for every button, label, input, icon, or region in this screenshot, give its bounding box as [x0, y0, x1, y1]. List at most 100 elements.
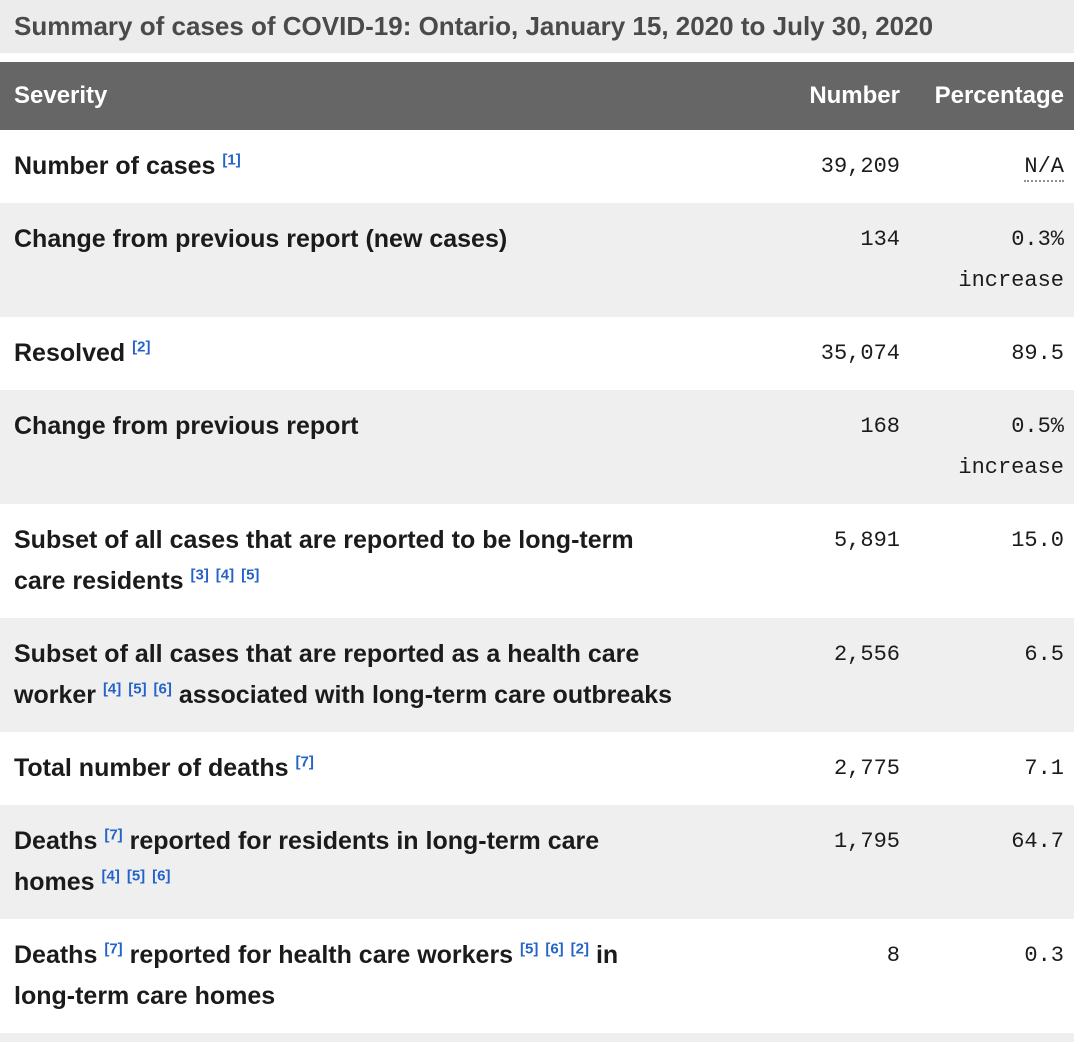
column-header-severity: Severity: [0, 62, 690, 130]
number-value: 1,795: [833, 829, 900, 854]
label-text: Resolved: [14, 339, 126, 367]
percentage-line: 0.3: [1024, 943, 1064, 968]
footnote-ref: [4]: [103, 681, 121, 698]
footnote-ref: [5]: [127, 868, 145, 885]
percentage-line: 89.5: [1011, 341, 1064, 366]
label-text: Subset of all cases that are reported as…: [14, 640, 640, 709]
summary-table-body: Number of cases [1] 39,209 N/A Change from …: [0, 130, 1074, 1033]
footnote-ref-link[interactable]: [5]: [126, 867, 146, 885]
footnote-ref-link[interactable]: [7]: [295, 753, 314, 771]
footnote-ref: [6]: [152, 868, 170, 885]
percentage-line: 7.1: [1024, 756, 1064, 781]
severity-label-cell: Deaths [7] reported for health care work…: [0, 919, 690, 1033]
footnote-ref-link[interactable]: [7]: [104, 940, 123, 958]
footnote-ref: [2]: [571, 941, 589, 958]
percentage-value: 6.5: [900, 618, 1074, 732]
label-text: Deaths: [14, 827, 98, 855]
table-header-row: Severity Number Percentage: [0, 62, 1074, 130]
label-text: Change from previous report: [14, 412, 359, 440]
severity-label-cell: Total number of deaths [7]: [0, 732, 690, 805]
percentage-line: 6.5: [1024, 642, 1064, 667]
footnote-ref: [6]: [154, 681, 172, 698]
label-text: in long-term care homes: [14, 941, 619, 1010]
footnote-ref: [7]: [296, 754, 314, 771]
label-text: Subset of all cases that are reported to…: [14, 526, 634, 595]
footnote-ref-link[interactable]: [4]: [102, 680, 122, 698]
footnote-ref: [7]: [104, 941, 122, 958]
footnote-ref-link[interactable]: [6]: [545, 940, 564, 958]
percentage-value: 89.5: [900, 317, 1074, 390]
table-row: Change from previous report (new cases) 1…: [0, 203, 1074, 317]
percentage-value: 0.5% increase: [900, 390, 1074, 504]
footnote-ref-link[interactable]: [6]: [152, 867, 171, 885]
footnote-ref-link[interactable]: [4]: [215, 566, 235, 584]
footnote-ref: [1]: [222, 152, 240, 169]
footnote-ref: [5]: [241, 567, 259, 584]
severity-label-cell: Number of cases [1]: [0, 130, 690, 203]
severity-label-cell: Deaths [7] reported for residents in lon…: [0, 805, 690, 919]
footnote-ref-link[interactable]: [3]: [190, 566, 209, 584]
severity-label-cell: Change from previous report: [0, 390, 690, 504]
percentage-value: 64.7: [900, 805, 1074, 919]
percentage-value: 0.3: [900, 919, 1074, 1033]
footnote-ref: [4]: [216, 567, 234, 584]
severity-label-cell: Change from previous report (new cases): [0, 203, 690, 317]
label-text: Total number of deaths: [14, 754, 289, 782]
footnote-ref-link[interactable]: [7]: [104, 826, 123, 844]
number-value: 2,556: [833, 642, 900, 667]
na-abbr: N/A: [1024, 154, 1064, 182]
table-row: Resolved [2] 35,074 89.5: [0, 317, 1074, 390]
footnote-ref: [3]: [191, 567, 209, 584]
label-text: reported for health care workers: [129, 941, 514, 969]
label-text: Number of cases: [14, 152, 216, 180]
footnote-ref: [6]: [545, 941, 563, 958]
label-text: Deaths: [14, 941, 98, 969]
footnote-ref-link[interactable]: [2]: [570, 940, 589, 958]
severity-label-cell: Subset of all cases that are reported to…: [0, 504, 690, 618]
percentage-value: 15.0: [900, 504, 1074, 618]
table-row: Change from previous report 168 0.5% increa…: [0, 390, 1074, 504]
footnote-ref-link[interactable]: [5]: [128, 680, 147, 698]
footnote-ref: [7]: [104, 827, 122, 844]
percentage-value: N/A: [900, 130, 1074, 203]
number-value: 39,209: [820, 154, 900, 179]
table-header: Severity Number Percentage: [0, 62, 1074, 130]
column-header-number: Number: [690, 62, 900, 130]
next-row-partial: [0, 1033, 1074, 1042]
number-value: 168: [860, 414, 900, 439]
number-value: 8: [886, 943, 900, 968]
footnote-ref: [5]: [128, 681, 146, 698]
footnote-ref-link[interactable]: [4]: [101, 867, 120, 885]
number-value: 2,775: [833, 756, 900, 781]
percentage-line: 0.3%: [1011, 227, 1064, 252]
severity-label-cell: Resolved [2]: [0, 317, 690, 390]
label-text: associated with long-term care outbreaks: [178, 681, 673, 709]
table-title: Summary of cases of COVID-19: Ontario, J…: [0, 0, 1074, 53]
percentage-value: 0.3% increase: [900, 203, 1074, 317]
table-row: Deaths [7] reported for residents in lon…: [0, 805, 1074, 919]
percentage-line: 0.5%: [1011, 414, 1064, 439]
footnote-ref-link[interactable]: [6]: [153, 680, 172, 698]
footnote-ref-link[interactable]: [1]: [222, 151, 241, 169]
footnote-ref-link[interactable]: [5]: [520, 940, 539, 958]
severity-label-cell: Subset of all cases that are reported as…: [0, 618, 690, 732]
percentage-line: 64.7: [1011, 829, 1064, 854]
percentage-line: increase: [958, 268, 1064, 293]
table-row: Deaths [7] reported for health care work…: [0, 919, 1074, 1033]
footnote-ref: [2]: [132, 339, 150, 356]
number-value: 5,891: [833, 528, 900, 553]
footnote-ref-link[interactable]: [2]: [132, 338, 151, 356]
footnote-ref: [4]: [102, 868, 120, 885]
label-text: reported for residents in long-term care…: [14, 827, 600, 896]
percentage-line: 15.0: [1011, 528, 1064, 553]
percentage-line: increase: [958, 455, 1064, 480]
footnote-ref: [5]: [520, 941, 538, 958]
footnote-ref-link[interactable]: [5]: [241, 566, 260, 584]
percentage-value: 7.1: [900, 732, 1074, 805]
summary-table: Severity Number Percentage Number of cas…: [0, 62, 1074, 1033]
table-row: Subset of all cases that are reported as…: [0, 618, 1074, 732]
table-row: Number of cases [1] 39,209 N/A: [0, 130, 1074, 203]
label-text: Change from previous report (new cases): [14, 225, 508, 253]
table-row: Total number of deaths [7] 2,775 7.1: [0, 732, 1074, 805]
